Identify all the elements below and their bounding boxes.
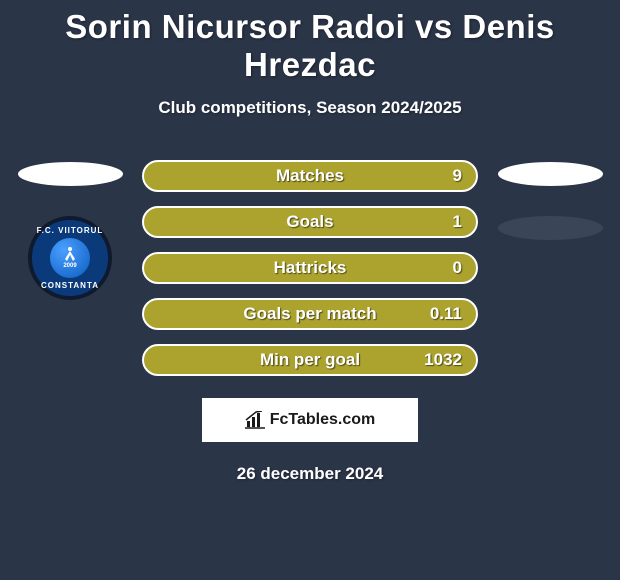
- stats-column: Matches 9 Goals 1 Hattricks 0 Goals per match 0…: [142, 160, 478, 376]
- left-player-col: F.C. VIITORUL 2009 CONSTANTA: [10, 160, 130, 300]
- stat-label: Min per goal: [260, 350, 360, 370]
- stat-label: Goals: [286, 212, 333, 232]
- stat-label: Hattricks: [274, 258, 347, 278]
- stat-bar: Goals 1: [142, 206, 478, 238]
- page-title: Sorin Nicursor Radoi vs Denis Hrezdac: [10, 8, 610, 84]
- club-badge-right-blank: [508, 270, 592, 354]
- stat-bar: Goals per match 0.11: [142, 298, 478, 330]
- stat-value: 1032: [424, 350, 462, 370]
- brand-chart-icon: [245, 411, 265, 429]
- badge-bottom-text: CONSTANTA: [41, 281, 99, 290]
- comparison-layout: F.C. VIITORUL 2009 CONSTANTA Matches 9 Goa…: [10, 160, 610, 376]
- player-right-ellipse: [498, 162, 603, 186]
- badge-center: 2009: [50, 238, 90, 278]
- badge-year: 2009: [63, 263, 76, 269]
- page-subtitle: Club competitions, Season 2024/2025: [10, 98, 610, 118]
- player-left-ellipse: [18, 162, 123, 186]
- right-player-col: [490, 160, 610, 354]
- stat-value: 0.11: [430, 304, 462, 324]
- footer-date: 26 december 2024: [10, 464, 610, 484]
- stat-value: 1: [453, 212, 462, 232]
- stat-bar: Matches 9: [142, 160, 478, 192]
- badge-inner: 2009: [40, 228, 100, 288]
- stat-label: Goals per match: [243, 304, 376, 324]
- stat-label: Matches: [276, 166, 344, 186]
- stat-value: 9: [453, 166, 462, 186]
- stat-bar: Min per goal 1032: [142, 344, 478, 376]
- badge-figure-icon: [65, 247, 75, 261]
- stat-value: 0: [453, 258, 462, 278]
- brand-footer: FcTables.com: [202, 398, 418, 442]
- brand-text: FcTables.com: [270, 411, 376, 429]
- club-badge-left: F.C. VIITORUL 2009 CONSTANTA: [28, 216, 112, 300]
- stat-bar: Hattricks 0: [142, 252, 478, 284]
- player-right-ellipse-2: [498, 216, 603, 240]
